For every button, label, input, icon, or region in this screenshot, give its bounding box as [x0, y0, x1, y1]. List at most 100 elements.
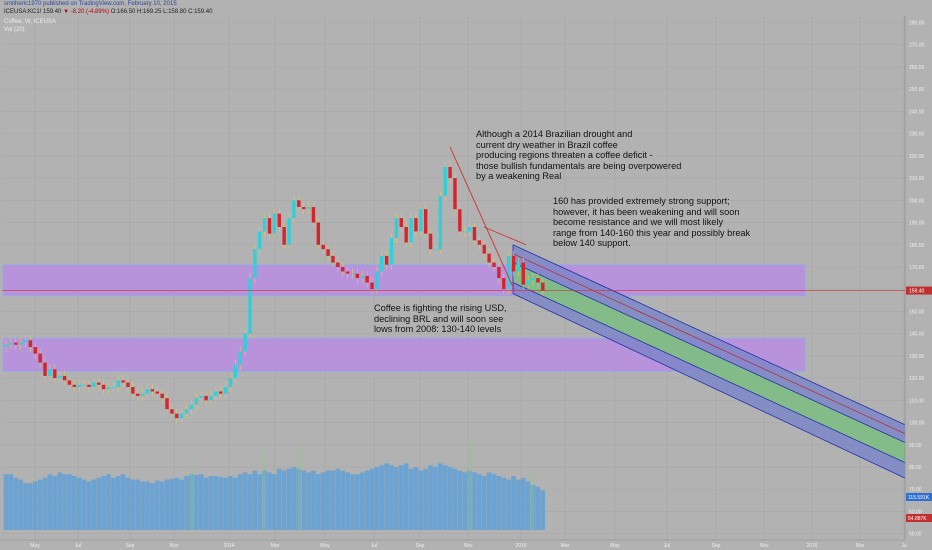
volume-tag-label: 115.591K — [908, 495, 930, 501]
volume-bar — [286, 468, 292, 530]
volume-bar — [267, 472, 272, 530]
volume-bar — [57, 472, 62, 530]
last-price-label: 159.40 — [909, 289, 925, 295]
volume-bar — [96, 477, 102, 530]
volume-bar — [194, 475, 199, 530]
volume-bar — [481, 476, 487, 530]
candle-body — [194, 398, 199, 405]
volume-bar — [247, 474, 253, 530]
candle-body — [116, 380, 120, 388]
candle-body — [389, 238, 394, 265]
volume-bar — [516, 479, 521, 530]
volume-bar — [262, 470, 267, 530]
candle-body — [536, 278, 540, 283]
volume-bar — [120, 474, 126, 530]
y-tick-label: 70.00 — [909, 487, 922, 493]
candle-body — [477, 240, 482, 245]
x-tick-label: Sep — [126, 543, 135, 549]
volume-bar — [413, 467, 419, 530]
candle-body — [467, 226, 472, 232]
x-tick-label: May — [320, 543, 330, 549]
x-tick-label: Mar — [856, 543, 865, 549]
candle-body — [72, 384, 77, 388]
volume-bar — [159, 481, 165, 530]
candle-body — [355, 273, 360, 279]
candle-body — [277, 213, 281, 227]
volume-bar — [491, 474, 497, 530]
candle-body — [292, 200, 296, 219]
volume-bar — [472, 472, 477, 530]
chart-title: Coffee, W, ICEUSA — [4, 19, 56, 25]
x-tick-label: 2014 — [223, 543, 234, 549]
volume-bar — [520, 477, 526, 530]
candle-body — [131, 387, 135, 394]
volume-bar — [125, 477, 131, 530]
candle-body — [165, 398, 169, 410]
volume-bar — [291, 467, 297, 530]
candle-body — [516, 262, 521, 272]
volume-bar — [316, 474, 321, 530]
y-tick-label: 280.00 — [909, 21, 925, 27]
candle-body — [282, 226, 286, 245]
byline: smitheric1970 published on TradingView.c… — [4, 1, 177, 7]
candle-body — [492, 262, 496, 267]
y-tick-label: 120.00 — [909, 376, 925, 382]
volume-bar — [135, 479, 141, 530]
volume-bar — [345, 472, 350, 530]
y-tick-label: 100.00 — [909, 421, 925, 427]
volume-bar — [350, 474, 355, 530]
x-tick-label: Nov — [760, 543, 769, 549]
candle-body — [223, 387, 228, 394]
candle-body — [409, 218, 413, 243]
volume-bar — [174, 477, 180, 530]
candle-body — [209, 395, 213, 401]
volume-bar — [311, 470, 316, 530]
volume-bar — [364, 470, 370, 530]
y-tick-label: 170.00 — [909, 265, 925, 271]
x-tick-label: Jul — [75, 543, 81, 549]
candle-body — [33, 347, 37, 354]
volume-bar — [462, 472, 468, 530]
volume-bar — [213, 476, 219, 530]
volume-bar — [23, 483, 28, 530]
volume-bar — [42, 477, 48, 530]
candle-body — [62, 375, 67, 381]
volume-bar — [3, 474, 9, 530]
y-tick-label: 190.00 — [909, 221, 925, 227]
candle-body — [453, 178, 457, 210]
candle-body — [423, 209, 428, 234]
candle-body — [345, 271, 350, 274]
volume-bar — [218, 476, 224, 530]
candle-body — [375, 271, 379, 290]
volume-bar — [18, 479, 23, 530]
volume-bar — [179, 479, 184, 530]
volume-tag — [906, 493, 932, 501]
candle-body — [101, 384, 106, 390]
volume-bar — [228, 476, 233, 530]
volume-bar — [101, 476, 106, 530]
candle-body — [43, 362, 47, 376]
axes: 280.00 270.00 260.00 250.00 240.00 230.00 220.… — [0, 16, 932, 550]
volume-bar — [496, 476, 502, 530]
x-tick-label: Sep — [416, 543, 425, 549]
volume-bar — [467, 470, 472, 530]
volume-bar — [242, 472, 248, 530]
volume-bar — [115, 476, 121, 530]
y-tick-label: 240.00 — [909, 109, 925, 115]
candle-body — [360, 275, 364, 279]
candle-body — [48, 369, 52, 376]
volume-bar — [320, 472, 326, 530]
y-tick-label: 200.00 — [909, 198, 925, 204]
candle-body — [87, 384, 91, 388]
volume-bar — [62, 474, 67, 530]
x-tick-label: 2016 — [806, 543, 817, 549]
candle-body — [106, 387, 111, 390]
volume-bar — [535, 486, 541, 530]
candle-body — [336, 262, 340, 267]
volume-bar — [52, 476, 58, 530]
y-tick-label: 230.00 — [909, 132, 925, 138]
y-tick-label: 260.00 — [909, 65, 925, 71]
candles — [4, 162, 545, 424]
